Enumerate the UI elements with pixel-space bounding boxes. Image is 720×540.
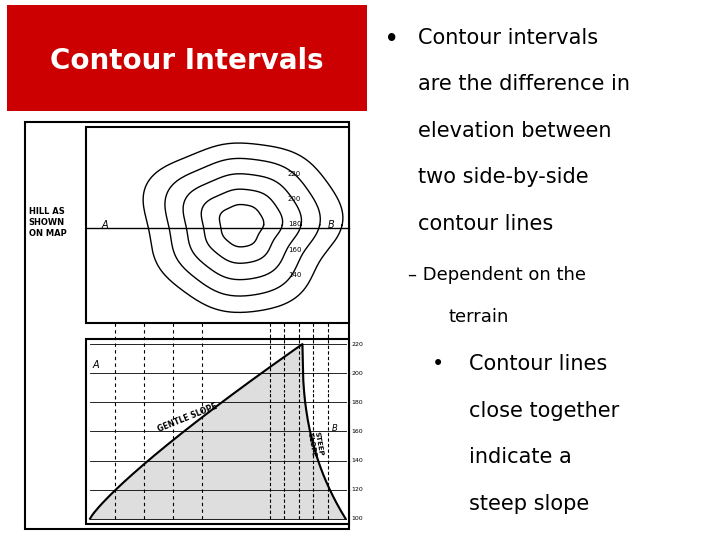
Text: 200: 200 xyxy=(288,196,302,202)
Text: A: A xyxy=(92,360,99,370)
Bar xyxy=(25,122,349,529)
Bar xyxy=(86,339,349,524)
Text: B: B xyxy=(328,220,335,230)
Bar xyxy=(86,127,349,323)
Text: 220: 220 xyxy=(288,171,301,177)
Text: are the difference in: are the difference in xyxy=(418,74,631,94)
Text: B: B xyxy=(332,424,338,433)
Text: indicate a: indicate a xyxy=(469,447,572,468)
Text: 140: 140 xyxy=(288,272,302,278)
Text: Contour lines: Contour lines xyxy=(469,354,608,374)
Text: •: • xyxy=(384,29,398,49)
Text: 220: 220 xyxy=(351,342,363,347)
Text: 180: 180 xyxy=(351,400,363,405)
Text: HILL AS
SHOWN
ON MAP: HILL AS SHOWN ON MAP xyxy=(29,207,66,238)
Text: 120: 120 xyxy=(351,487,363,492)
Text: Contour intervals: Contour intervals xyxy=(418,28,598,48)
Text: two side-by-side: two side-by-side xyxy=(418,167,589,187)
Text: steep slope: steep slope xyxy=(469,494,590,514)
Text: GENTLE SLOPE: GENTLE SLOPE xyxy=(156,402,218,434)
Text: terrain: terrain xyxy=(449,308,509,326)
Text: •: • xyxy=(432,354,444,374)
Text: 160: 160 xyxy=(288,247,302,253)
Text: 160: 160 xyxy=(351,429,363,434)
Text: A: A xyxy=(101,220,108,230)
Text: STEEP
SLOPE: STEEP SLOPE xyxy=(307,431,323,458)
Text: elevation between: elevation between xyxy=(418,121,612,141)
Text: contour lines: contour lines xyxy=(418,214,554,234)
Text: 100: 100 xyxy=(351,516,363,521)
Text: Contour Intervals: Contour Intervals xyxy=(50,47,324,75)
Bar xyxy=(7,5,367,111)
Text: 140: 140 xyxy=(351,458,363,463)
Text: 180: 180 xyxy=(288,221,302,227)
Text: close together: close together xyxy=(469,401,619,421)
Text: 200: 200 xyxy=(351,370,363,376)
Text: – Dependent on the: – Dependent on the xyxy=(408,266,586,284)
